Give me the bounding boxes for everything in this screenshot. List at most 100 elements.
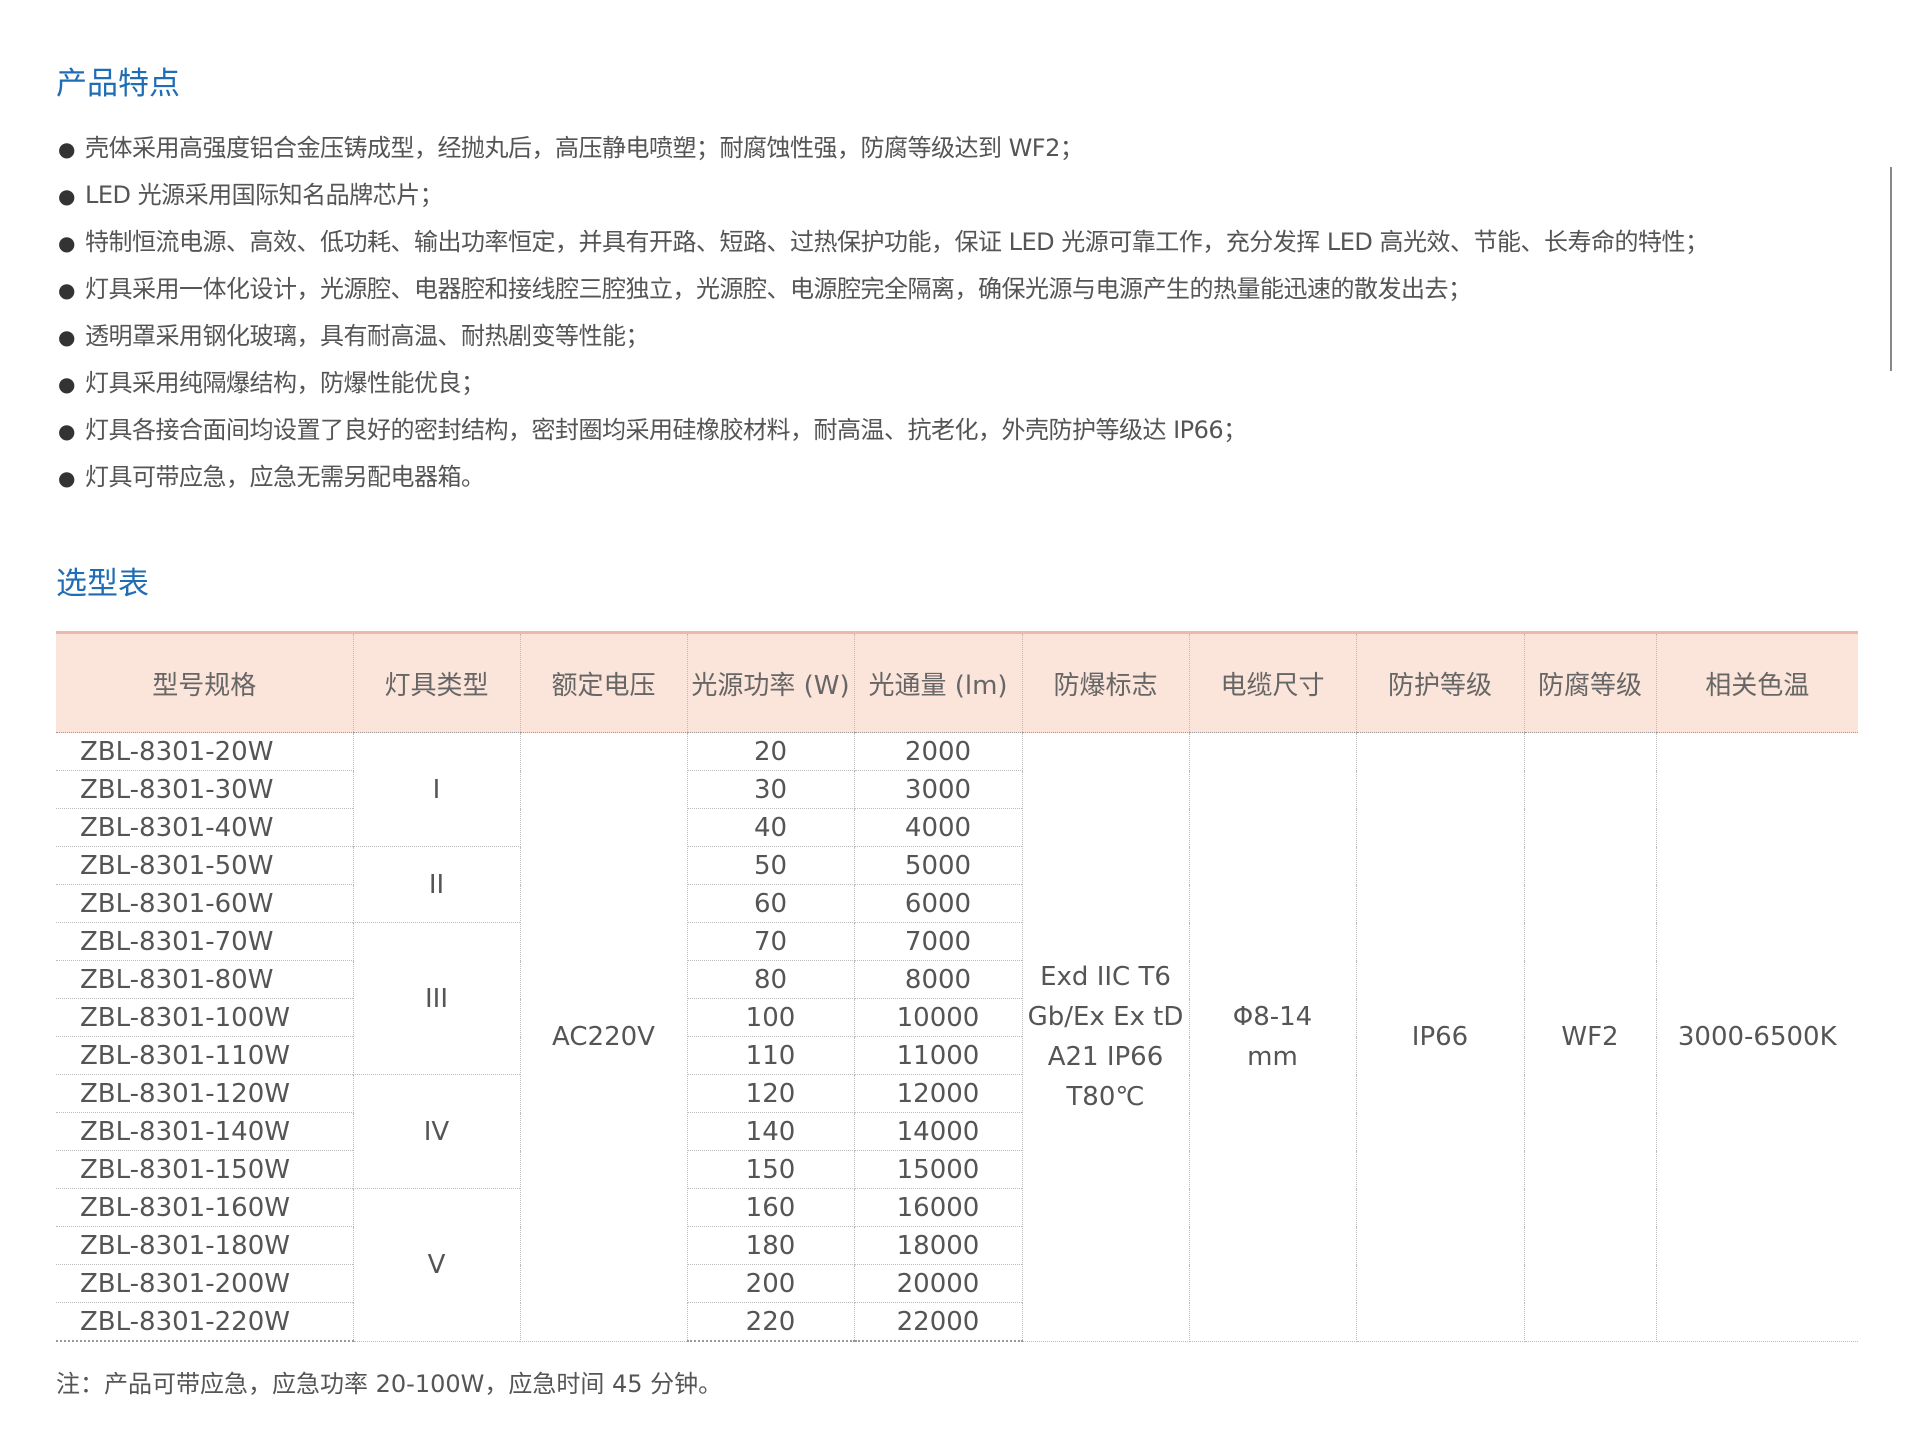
merged-cell: Exd IIC T6 Gb/Ex Ex tD A21 IP66 T80℃ [1021, 732, 1190, 1342]
model-cell: ZBL-8301-70W [56, 922, 354, 961]
power-cell: 150 [686, 1150, 855, 1189]
feature-item: 灯具可带应急，应急无需另配电器箱。 [58, 457, 1709, 504]
flux-cell: 4000 [853, 808, 1022, 847]
table-row: ZBL-8301-20W I AC220V 20 2000 Exd IIC T6 Gb/Ex… [56, 732, 1858, 1342]
model-cell: ZBL-8301-220W [56, 1302, 354, 1342]
model-cell: ZBL-8301-30W [56, 770, 354, 809]
power-cell: 140 [686, 1112, 855, 1151]
header-cell: 型号规格 [56, 631, 353, 733]
flux-cell: 22000 [853, 1302, 1022, 1342]
flux-cell: 20000 [853, 1264, 1022, 1303]
feature-item: LED 光源采用国际知名品牌芯片； [58, 175, 1709, 222]
cell-line: Gb/Ex Ex tD [1027, 1001, 1184, 1032]
power-cell: 80 [686, 960, 855, 999]
table-row: ZBL-8301-220W 220 22000 [56, 1302, 1858, 1342]
header-cell: 光源功率 (W) [686, 631, 854, 733]
model-cell: ZBL-8301-200W [56, 1264, 354, 1303]
flux-cell: 8000 [853, 960, 1022, 999]
header-cell: 防爆标志 [1021, 631, 1189, 733]
power-cell: 70 [686, 922, 855, 961]
model-cell: ZBL-8301-50W [56, 846, 354, 885]
table-row: ZBL-8301-30W 30 3000 [56, 770, 1858, 809]
power-cell: 60 [686, 884, 855, 923]
flux-cell: 16000 [853, 1188, 1022, 1227]
table-row: ZBL-8301-160W V 160 16000 [56, 1188, 1858, 1342]
features-title: 产品特点 [56, 66, 180, 102]
power-cell: 200 [686, 1264, 855, 1303]
cell-line: A21 IP66 [1047, 1041, 1164, 1072]
scrollbar [1890, 167, 1892, 371]
flux-cell: 6000 [853, 884, 1022, 923]
table-title: 选型表 [56, 566, 149, 602]
cell-line: Φ8-14 [1232, 1001, 1313, 1032]
feature-item: 灯具采用纯隔爆结构，防爆性能优良； [58, 363, 1709, 410]
model-cell: ZBL-8301-160W [56, 1188, 354, 1227]
flux-cell: 3000 [853, 770, 1022, 809]
model-cell: ZBL-8301-40W [56, 808, 354, 847]
model-cell: ZBL-8301-120W [56, 1074, 354, 1113]
flux-cell: 18000 [853, 1226, 1022, 1265]
model-cell: ZBL-8301-100W [56, 998, 354, 1037]
merged-cell: 3000-6500K [1655, 732, 1858, 1342]
model-cell: ZBL-8301-150W [56, 1150, 354, 1189]
cell-line: T80℃ [1066, 1081, 1145, 1112]
merged-cell: IP66 [1355, 732, 1525, 1342]
cell-line: Exd IIC T6 [1040, 961, 1171, 992]
flux-cell: 14000 [853, 1112, 1022, 1151]
flux-cell: 10000 [853, 998, 1022, 1037]
flux-cell: 11000 [853, 1036, 1022, 1075]
power-cell: 50 [686, 846, 855, 885]
merged-cell: Φ8-14 mm [1188, 732, 1357, 1342]
type-cell: IV [352, 1074, 521, 1189]
table-row: ZBL-8301-140W 140 14000 [56, 1112, 1858, 1151]
table-row: ZBL-8301-60W 60 6000 [56, 884, 1858, 923]
power-cell: 110 [686, 1036, 855, 1075]
table-row: ZBL-8301-40W 40 4000 [56, 808, 1858, 847]
header-cell: 光通量 (lm) [853, 631, 1022, 733]
power-cell: 40 [686, 808, 855, 847]
flux-cell: 7000 [853, 922, 1022, 961]
power-cell: 120 [686, 1074, 855, 1113]
power-cell: 100 [686, 998, 855, 1037]
table-row: ZBL-8301-110W 110 11000 [56, 1036, 1858, 1075]
header-cell: 额定电压 [519, 631, 687, 733]
merged-cell: AC220V [519, 732, 688, 1342]
table-row: ZBL-8301-200W 200 20000 [56, 1264, 1858, 1303]
header-cell: 相关色温 [1655, 631, 1858, 733]
type-cell: I [352, 732, 521, 847]
flux-cell: 2000 [853, 732, 1023, 771]
power-cell: 20 [686, 732, 855, 771]
header-cell: 防护等级 [1355, 631, 1524, 733]
feature-item: 壳体采用高强度铝合金压铸成型，经抛丸后，高压静电喷塑；耐腐蚀性强，防腐等级达到 … [58, 128, 1709, 175]
type-cell: II [352, 846, 521, 923]
flux-cell: 5000 [853, 846, 1022, 885]
feature-item: 特制恒流电源、高效、低功耗、输出功率恒定，并具有开路、短路、过热保护功能，保证 … [58, 222, 1709, 269]
table-row: ZBL-8301-70W III 70 7000 [56, 922, 1858, 1075]
table-row: ZBL-8301-150W 150 15000 [56, 1150, 1858, 1189]
power-cell: 30 [686, 770, 855, 809]
feature-item: 灯具各接合面间均设置了良好的密封结构，密封圈均采用硅橡胶材料，耐高温、抗老化，外… [58, 410, 1709, 457]
power-cell: 220 [686, 1302, 855, 1342]
merged-cell: WF2 [1523, 732, 1657, 1342]
cell-line: mm [1247, 1041, 1298, 1072]
note: 注：产品可带应急，应急功率 20-100W，应急时间 45 分钟。 [56, 1370, 723, 1398]
model-cell: ZBL-8301-140W [56, 1112, 354, 1151]
header-cell: 电缆尺寸 [1188, 631, 1356, 733]
model-cell: ZBL-8301-180W [56, 1226, 354, 1265]
model-cell: ZBL-8301-110W [56, 1036, 354, 1075]
table-body: ZBL-8301-20W I AC220V 20 2000 Exd IIC T6 Gb/Ex… [56, 732, 1858, 1342]
feature-item: 灯具采用一体化设计，光源腔、电器腔和接线腔三腔独立，光源腔、电源腔完全隔离，确保… [58, 269, 1709, 316]
flux-cell: 12000 [853, 1074, 1022, 1113]
selection-table: 型号规格 灯具类型 额定电压 光源功率 (W) 光通量 (lm) 防爆标志 电缆尺寸 防护等级… [56, 631, 1858, 1342]
feature-item: 透明罩采用钢化玻璃，具有耐高温、耐热剧变等性能； [58, 316, 1709, 363]
header-cell: 灯具类型 [352, 631, 520, 733]
header-cell: 防腐等级 [1523, 631, 1656, 733]
header-row: 型号规格 灯具类型 额定电压 光源功率 (W) 光通量 (lm) 防爆标志 电缆尺寸 防护等级… [56, 631, 1858, 733]
power-cell: 160 [686, 1188, 855, 1227]
feature-list: 壳体采用高强度铝合金压铸成型，经抛丸后，高压静电喷塑；耐腐蚀性强，防腐等级达到 … [58, 128, 1709, 504]
model-cell: ZBL-8301-20W [56, 732, 354, 771]
model-cell: ZBL-8301-80W [56, 960, 354, 999]
type-cell: III [352, 922, 521, 1075]
model-cell: ZBL-8301-60W [56, 884, 354, 923]
